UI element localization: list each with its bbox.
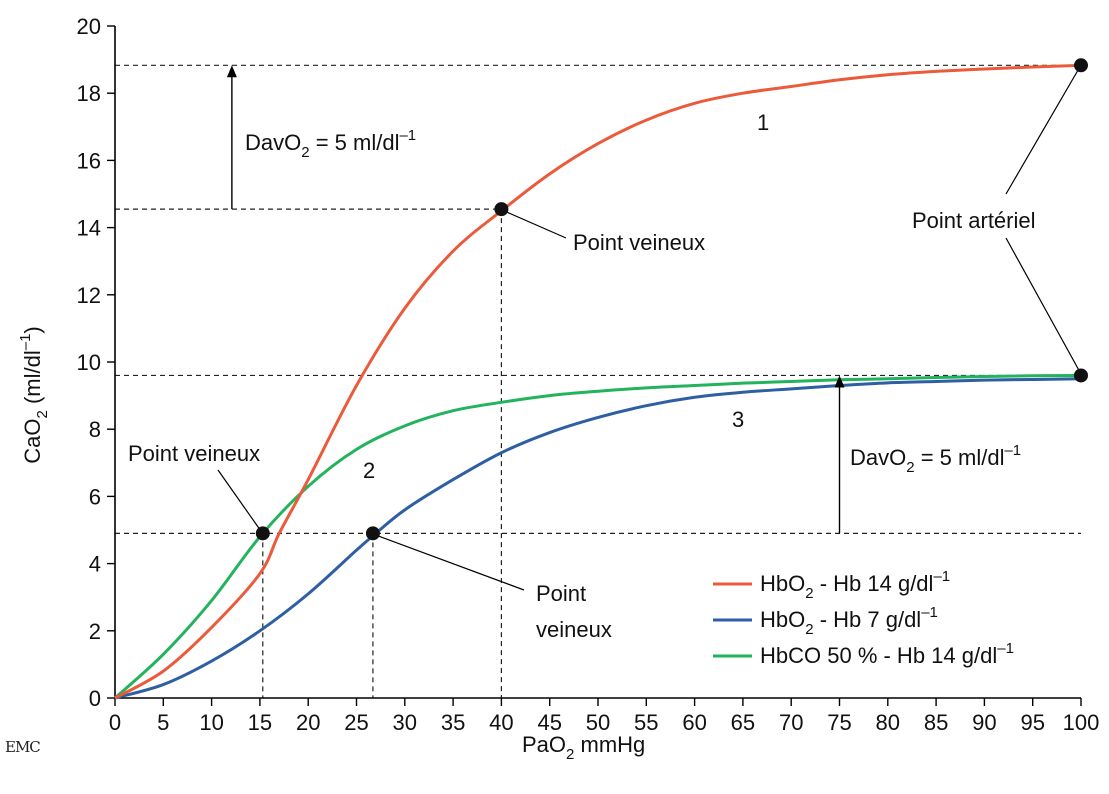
curve-label-2: 2 bbox=[363, 458, 375, 483]
legend-label-2: HbO2 - Hb 7 g/dl–1 bbox=[760, 604, 938, 638]
y-tick-label: 4 bbox=[89, 552, 101, 577]
x-tick-label: 25 bbox=[344, 710, 368, 735]
x-tick-label: 10 bbox=[199, 710, 223, 735]
reference-lines bbox=[115, 64, 1081, 698]
curve-label-1: 1 bbox=[757, 110, 769, 135]
leader-lines bbox=[217, 64, 1082, 591]
davo2-arrows bbox=[226, 65, 845, 534]
x-tick-label: 45 bbox=[537, 710, 561, 735]
y-tick-label: 10 bbox=[77, 350, 101, 375]
y-tick-label: 0 bbox=[89, 686, 101, 711]
x-tick-label: 95 bbox=[1020, 710, 1044, 735]
x-tick-label: 55 bbox=[634, 710, 658, 735]
legend-label-3: HbCO 50 % - Hb 14 g/dl–1 bbox=[760, 640, 1014, 668]
x-tick-label: 90 bbox=[972, 710, 996, 735]
point-veineux-label-1: Point veineux bbox=[573, 230, 705, 255]
davo2-arrow-top-head bbox=[226, 65, 237, 78]
y-tick-label: 8 bbox=[89, 417, 101, 442]
x-tick-label: 30 bbox=[393, 710, 417, 735]
y-tick-label: 16 bbox=[77, 148, 101, 173]
x-axis-title: PaO2 mmHg bbox=[522, 732, 645, 763]
y-tick-label: 12 bbox=[77, 283, 101, 308]
x-tick-label: 20 bbox=[296, 710, 320, 735]
davo2-label-bottom: DavO2 = 5 ml/dl–1 bbox=[850, 442, 1021, 476]
curve-label-3: 3 bbox=[732, 407, 744, 432]
davo2-label-top: DavO2 = 5 ml/dl–1 bbox=[245, 127, 416, 161]
leader-veineux-3 bbox=[372, 533, 525, 591]
x-tick-label: 80 bbox=[876, 710, 900, 735]
point-arteriel-label: Point artériel bbox=[912, 208, 1036, 233]
point-veineux-1 bbox=[494, 202, 509, 217]
series-line-2 bbox=[114, 377, 1082, 700]
x-ticks: 0 5 10 15 20 25 30 35 40 45 50 55 60 65 70 75 80 85 90 95 10… bbox=[109, 698, 1099, 735]
point-veineux-label-3b: veineux bbox=[536, 617, 612, 642]
point-veineux-label-2: Point veineux bbox=[128, 441, 260, 466]
x-tick-label: 65 bbox=[731, 710, 755, 735]
legend-label-1: HbO2 - Hb 14 g/dl–1 bbox=[760, 568, 950, 602]
leader-arteriel-1 bbox=[1005, 64, 1082, 195]
x-tick-label: 75 bbox=[827, 710, 851, 735]
y-axis-title: CaO2 (ml/dl–1) bbox=[17, 326, 51, 464]
x-tick-label: 5 bbox=[157, 710, 169, 735]
davo2-arrow-bottom-head bbox=[834, 375, 845, 388]
x-tick-label: 15 bbox=[248, 710, 272, 735]
x-tick-label: 70 bbox=[779, 710, 803, 735]
points bbox=[255, 58, 1088, 541]
point-veineux-3 bbox=[365, 526, 380, 541]
x-tick-label: 40 bbox=[489, 710, 513, 735]
point-arteriel-2 bbox=[1074, 368, 1088, 383]
leader-veineux-1 bbox=[501, 209, 567, 239]
leader-arteriel-2 bbox=[1005, 237, 1082, 375]
x-tick-label: 60 bbox=[682, 710, 706, 735]
series-line-1 bbox=[114, 63, 1082, 700]
leader-veineux-2 bbox=[217, 469, 264, 535]
x-tick-label: 100 bbox=[1063, 710, 1100, 735]
y-tick-label: 14 bbox=[77, 216, 101, 241]
y-tick-label: 20 bbox=[77, 14, 101, 39]
point-arteriel-1 bbox=[1074, 58, 1088, 73]
emc-logo: EMC bbox=[5, 738, 40, 756]
y-tick-label: 18 bbox=[77, 81, 101, 106]
axes bbox=[114, 26, 1081, 699]
point-veineux-2 bbox=[255, 526, 270, 541]
x-tick-label: 50 bbox=[586, 710, 610, 735]
y-tick-label: 2 bbox=[89, 619, 101, 644]
x-tick-label: 85 bbox=[924, 710, 948, 735]
legend: HbO2 - Hb 14 g/dl–1 HbO2 - Hb 7 g/dl–1 H… bbox=[713, 568, 1014, 668]
y-tick-label: 6 bbox=[89, 484, 101, 509]
point-veineux-label-3a: Point bbox=[536, 581, 586, 606]
y-ticks: 0 2 4 6 8 10 12 14 16 18 20 bbox=[77, 14, 115, 711]
x-tick-label: 0 bbox=[109, 710, 121, 735]
x-tick-label: 35 bbox=[441, 710, 465, 735]
